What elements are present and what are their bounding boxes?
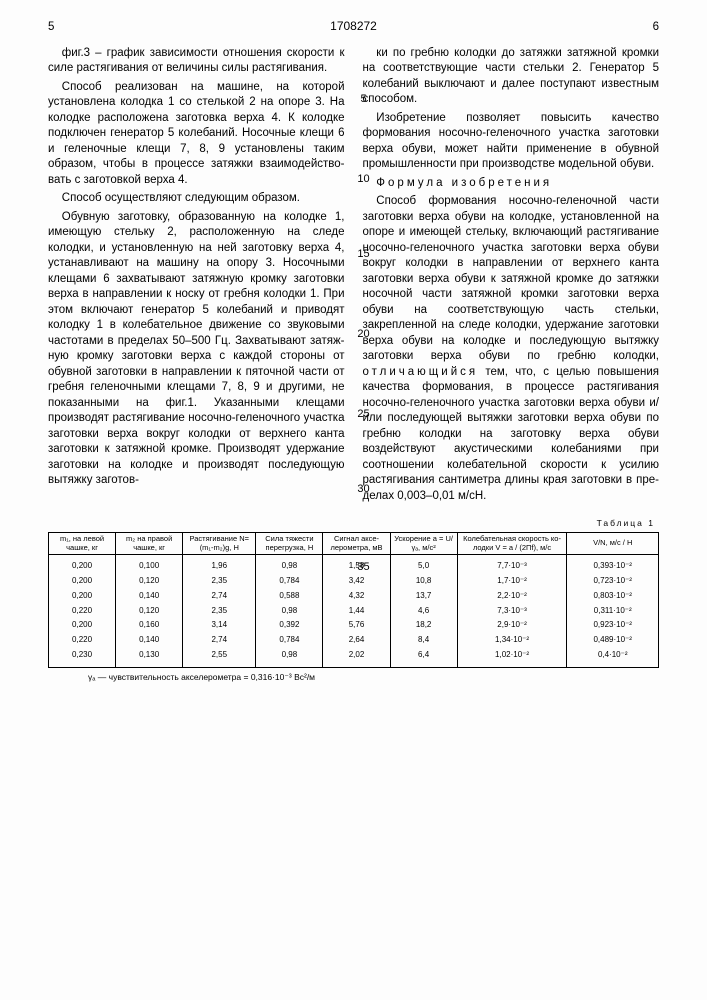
table-cell: 2,74 bbox=[183, 633, 256, 648]
table-cell: 0,393·10⁻² bbox=[567, 555, 659, 574]
table-cell: 13,7 bbox=[390, 589, 457, 604]
line-number: 30 bbox=[354, 482, 374, 497]
table-cell: 2,02 bbox=[323, 648, 390, 667]
page: 5 6 1708272 5 10 15 20 25 30 35 фиг.3 – … bbox=[0, 0, 707, 1000]
table-cell: 2,74 bbox=[183, 589, 256, 604]
table-cell: 0,392 bbox=[256, 618, 323, 633]
table-cell: 0,220 bbox=[49, 604, 116, 619]
paragraph: Обувную заготовку, образованную на колод… bbox=[48, 210, 345, 489]
table-cell: 0,140 bbox=[116, 633, 183, 648]
line-number: 10 bbox=[354, 172, 374, 187]
table-cell: 1,96 bbox=[183, 555, 256, 574]
table-cell: 8,4 bbox=[390, 633, 457, 648]
page-number-right: 6 bbox=[653, 20, 659, 36]
table-row: 0,2200,1402,740,7842,648,41,34·10⁻²0,489… bbox=[49, 633, 659, 648]
table-row: 0,2000,1603,140,3925,7618,22,9·10⁻²0,923… bbox=[49, 618, 659, 633]
table-cell: 0,311·10⁻² bbox=[567, 604, 659, 619]
table-cell: 5,76 bbox=[323, 618, 390, 633]
data-table: m₁, на левой чашке, кг m₂ на правой чашк… bbox=[48, 532, 659, 668]
table-cell: 1,7·10⁻² bbox=[457, 574, 567, 589]
table-cell: 0,200 bbox=[49, 589, 116, 604]
patent-number: 1708272 bbox=[330, 18, 377, 34]
table-header: m₁, на левой чашке, кг bbox=[49, 532, 116, 554]
table-row: 0,2300,1302,550,982,026,41,02·10⁻²0,4·10… bbox=[49, 648, 659, 667]
table-cell: 0,230 bbox=[49, 648, 116, 667]
paragraph: Способ осуществляют следующим об­разом. bbox=[48, 191, 345, 207]
line-number: 15 bbox=[354, 247, 374, 262]
table-cell: 0,98 bbox=[256, 648, 323, 667]
table-header: Растягивание N=(m₁-m₂)g, Н bbox=[183, 532, 256, 554]
table-cell: 2,64 bbox=[323, 633, 390, 648]
table-header: Сигнал аксе­лерометра, мВ bbox=[323, 532, 390, 554]
table-header: m₂ на правой чашке, кг bbox=[116, 532, 183, 554]
table-cell: 1,44 bbox=[323, 604, 390, 619]
table-cell: 1,02·10⁻² bbox=[457, 648, 567, 667]
table-header-row: m₁, на левой чашке, кг m₂ на правой чашк… bbox=[49, 532, 659, 554]
table-header: Колебательная скорость ко­лодки V = a / … bbox=[457, 532, 567, 554]
table-row: 0,2000,1402,740,5884,3213,72,2·10⁻²0,803… bbox=[49, 589, 659, 604]
table-cell: 0,98 bbox=[256, 555, 323, 574]
table-cell: 0,784 bbox=[256, 633, 323, 648]
line-number: 25 bbox=[354, 407, 374, 422]
line-number: 20 bbox=[354, 327, 374, 342]
table-cell: 0,220 bbox=[49, 633, 116, 648]
table-cell: 2,2·10⁻² bbox=[457, 589, 567, 604]
paragraph: Способ формования носочно-геленоч­ной ча… bbox=[363, 194, 660, 504]
table-cell: 0,200 bbox=[49, 574, 116, 589]
table-cell: 0,160 bbox=[116, 618, 183, 633]
table-cell: 3,42 bbox=[323, 574, 390, 589]
table-cell: 0,489·10⁻² bbox=[567, 633, 659, 648]
table-cell: 0,140 bbox=[116, 589, 183, 604]
table-cell: 2,9·10⁻² bbox=[457, 618, 567, 633]
table-cell: 5,0 bbox=[390, 555, 457, 574]
table-title: Таблица 1 bbox=[48, 518, 659, 529]
table-row: 0,2000,1202,350,7843,4210,81,7·10⁻²0,723… bbox=[49, 574, 659, 589]
table-cell: 2,55 bbox=[183, 648, 256, 667]
line-number: 5 bbox=[354, 92, 374, 107]
table-cell: 10,8 bbox=[390, 574, 457, 589]
page-number-left: 5 bbox=[48, 20, 54, 36]
table-cell: 6,4 bbox=[390, 648, 457, 667]
table-cell: 4,32 bbox=[323, 589, 390, 604]
table-cell: 2,35 bbox=[183, 604, 256, 619]
table-cell: 0,200 bbox=[49, 618, 116, 633]
table-cell: 0,803·10⁻² bbox=[567, 589, 659, 604]
table-cell: 1,34·10⁻² bbox=[457, 633, 567, 648]
table-header: Сила тяжести перегрузка, Н bbox=[256, 532, 323, 554]
formula-heading: Формула изобретения bbox=[363, 176, 660, 192]
table-footnote: γₐ — чувствительность акселерометра = 0,… bbox=[48, 672, 659, 683]
table-cell: 0,120 bbox=[116, 604, 183, 619]
data-table-section: Таблица 1 m₁, на левой чашке, кг m₂ на п… bbox=[48, 518, 659, 683]
table-cell: 7,7·10⁻³ bbox=[457, 555, 567, 574]
paragraph: Способ реализован на машине, на кото­рой… bbox=[48, 80, 345, 189]
table-cell: 7,3·10⁻³ bbox=[457, 604, 567, 619]
table-cell: 3,14 bbox=[183, 618, 256, 633]
table-cell: 4,6 bbox=[390, 604, 457, 619]
line-number: 35 bbox=[354, 560, 374, 575]
table-cell: 0,98 bbox=[256, 604, 323, 619]
table-cell: 0,588 bbox=[256, 589, 323, 604]
paragraph: фиг.3 – график зависимости отношения ско… bbox=[48, 46, 345, 77]
table-cell: 0,120 bbox=[116, 574, 183, 589]
table-header: Ускорение a = U/γₐ, м/с² bbox=[390, 532, 457, 554]
table-cell: 0,784 bbox=[256, 574, 323, 589]
table-cell: 0,723·10⁻² bbox=[567, 574, 659, 589]
table-cell: 0,200 bbox=[49, 555, 116, 574]
table-cell: 0,4·10⁻² bbox=[567, 648, 659, 667]
table-row: 0,2200,1202,350,981,444,67,3·10⁻³0,311·1… bbox=[49, 604, 659, 619]
table-cell: 2,35 bbox=[183, 574, 256, 589]
paragraph: Изобретение позволяет повысить каче­ство… bbox=[363, 111, 660, 173]
table-cell: 0,923·10⁻² bbox=[567, 618, 659, 633]
table-cell: 0,100 bbox=[116, 555, 183, 574]
table-header: V/N, м/с / Н bbox=[567, 532, 659, 554]
text-columns: фиг.3 – график зависимости отношения ско… bbox=[48, 46, 659, 505]
table-cell: 18,2 bbox=[390, 618, 457, 633]
table-cell: 0,130 bbox=[116, 648, 183, 667]
paragraph: ки по гребню колодки до затяжки затяжной… bbox=[363, 46, 660, 108]
